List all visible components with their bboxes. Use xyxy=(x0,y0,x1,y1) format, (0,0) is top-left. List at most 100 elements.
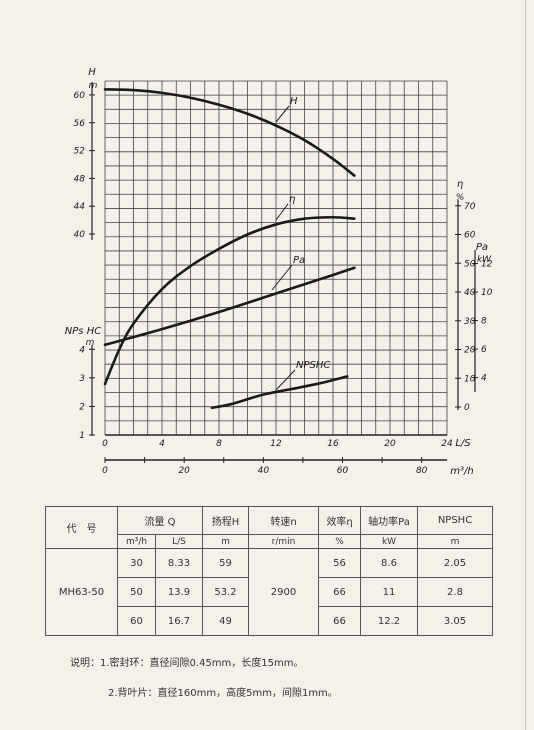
unit-npshc: m xyxy=(417,534,493,549)
h-axis-unit: m xyxy=(89,81,98,91)
shaft-power-leader-line xyxy=(271,264,293,291)
head-leader-line xyxy=(275,105,290,123)
efficiency-axis-tick-label: 0 xyxy=(464,403,470,413)
unit-ls: L/S xyxy=(155,534,203,549)
efficiency-axis-label: η xyxy=(457,179,463,190)
cell-power: 8.6 xyxy=(360,548,418,578)
shaft-power-curve xyxy=(103,266,356,347)
efficiency-axis-tick-label: 50 xyxy=(464,259,476,269)
x-axis-tick-label: 4 xyxy=(159,439,165,449)
x-axis-label: L/S xyxy=(455,438,471,449)
unit-speed: r/min xyxy=(248,534,319,549)
npshc-axis-label: NPs HC xyxy=(65,326,101,337)
table-row: 50 13.9 53.2 66 11 2.8 xyxy=(46,577,493,607)
x-axis-tick-label: 12 xyxy=(270,439,282,449)
unit-m3h: m³/h xyxy=(117,534,156,549)
cell-efficiency: 66 xyxy=(318,577,361,607)
npshc-leader-line xyxy=(275,369,296,391)
cell-power: 11 xyxy=(360,577,418,607)
power-axis-tick-label: 6 xyxy=(481,345,487,355)
h-axis-tick-label: 56 xyxy=(74,119,86,129)
shaft-power-curve-label: Pa xyxy=(293,255,305,266)
unit-efficiency: % xyxy=(318,534,361,549)
header-speed: 转速n xyxy=(248,506,319,535)
header-npshc: NPSHC xyxy=(417,506,493,535)
header-code: 代 号 xyxy=(45,506,118,549)
h-axis-tick-label: 60 xyxy=(74,91,86,101)
power-axis-tick-label: 4 xyxy=(481,374,487,384)
x2-axis-tick-label: 40 xyxy=(258,466,270,476)
x-axis-tick-label: 20 xyxy=(384,439,396,449)
cell-m3h: 50 xyxy=(117,577,156,607)
efficiency-axis-tick-label: 40 xyxy=(464,288,476,298)
power-axis-tick-label: 8 xyxy=(481,317,487,327)
cell-m3h: 30 xyxy=(117,548,156,578)
cell-m3h: 60 xyxy=(117,606,156,636)
cell-ls: 13.9 xyxy=(155,577,203,607)
header-shaft-power: 轴功率Pa xyxy=(360,506,418,535)
cell-ls: 8.33 xyxy=(155,548,203,578)
power-axis-tick-label: 12 xyxy=(481,260,493,270)
table-row: MH63-50 30 8.33 59 2900 56 8.6 2.05 xyxy=(45,548,493,636)
h-axis-tick-label: 44 xyxy=(74,202,86,212)
x2-axis-unit: m³/h xyxy=(450,466,473,477)
cell-head: 53.2 xyxy=(202,577,249,607)
efficiency-axis-tick-label: 30 xyxy=(464,317,476,327)
efficiency-axis-tick-label: 60 xyxy=(464,231,476,241)
x-axis-tick-label: 0 xyxy=(102,439,108,449)
page-edge xyxy=(525,0,526,730)
efficiency-leader-line xyxy=(275,203,289,221)
efficiency-curve-label: η xyxy=(289,194,295,205)
h-axis-tick-label: 48 xyxy=(74,174,86,184)
cell-npshc: 3.05 xyxy=(417,606,493,636)
cell-npshc: 2.05 xyxy=(417,548,493,578)
h-axis-label: H xyxy=(88,67,96,78)
npshc-curve xyxy=(210,375,349,410)
performance-table: 代 号 流量 Q 扬程H 转速n 效率η 轴功率Pa NPSHC m³/h L/… xyxy=(45,506,493,636)
npshc-axis-tick-label: 1 xyxy=(79,431,85,441)
table-row: 60 16.7 49 66 12.2 3.05 xyxy=(46,606,493,636)
model-cell: MH63-50 xyxy=(45,548,118,636)
header-efficiency: 效率η xyxy=(318,506,361,535)
npshc-axis-tick-label: 4 xyxy=(79,345,85,355)
x2-axis-tick-label: 0 xyxy=(102,466,108,476)
cell-ls: 16.7 xyxy=(155,606,203,636)
efficiency-curve xyxy=(103,215,356,386)
head-curve xyxy=(103,88,356,177)
npshc-axis-tick-label: 2 xyxy=(79,402,85,412)
npshc-curve-label: NPSHC xyxy=(296,360,330,371)
x2-axis-tick-label: 20 xyxy=(178,466,190,476)
npshc-axis-unit: m xyxy=(86,338,95,348)
x-axis-tick-label: 16 xyxy=(327,439,339,449)
power-axis-unit: kW xyxy=(477,255,492,265)
note-back-vanes: 2.背叶片：直径160mm，高度5mm，间隙1mm。 xyxy=(108,688,338,699)
efficiency-axis-tick-label: 70 xyxy=(464,202,476,212)
efficiency-axis-unit: % xyxy=(456,193,465,203)
efficiency-axis-tick-label: 20 xyxy=(464,346,476,356)
x-axis-tick-label: 24 xyxy=(441,439,453,449)
cell-power: 12.2 xyxy=(360,606,418,636)
npshc-axis-tick-label: 3 xyxy=(79,374,85,384)
x-axis-tick-label: 8 xyxy=(216,439,222,449)
cell-head: 59 xyxy=(202,548,249,578)
note-seal-ring: 说明：1.密封环：直径间隙0.45mm，长度15mm。 xyxy=(70,658,304,669)
unit-head: m xyxy=(202,534,249,549)
unit-power: kW xyxy=(360,534,418,549)
power-axis-label: Pa xyxy=(476,242,488,253)
efficiency-axis-tick-label: 10 xyxy=(464,374,476,384)
x2-axis-tick-label: 80 xyxy=(416,466,428,476)
head-curve-label: H xyxy=(290,96,298,107)
speed-cell: 2900 xyxy=(248,548,319,636)
h-axis-tick-label: 52 xyxy=(74,147,86,157)
x2-axis-tick-label: 60 xyxy=(337,466,349,476)
cell-head: 49 xyxy=(202,606,249,636)
header-head: 扬程H xyxy=(202,506,249,535)
power-axis-tick-label: 10 xyxy=(481,288,493,298)
cell-efficiency: 66 xyxy=(318,606,361,636)
cell-efficiency: 56 xyxy=(318,548,361,578)
h-axis-tick-label: 40 xyxy=(74,230,86,240)
cell-npshc: 2.8 xyxy=(417,577,493,607)
header-flow: 流量 Q xyxy=(117,506,203,535)
